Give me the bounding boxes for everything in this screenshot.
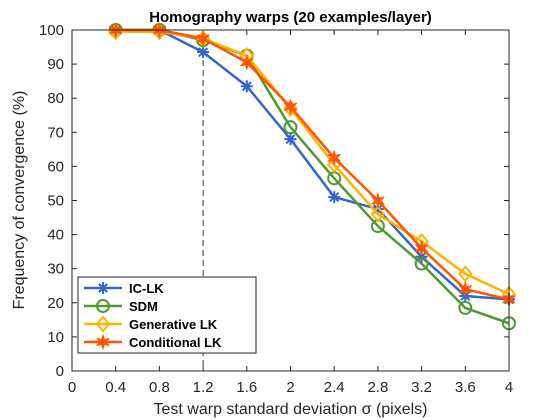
y-tick-label: 20 [47, 295, 64, 312]
data-point-circle [96, 299, 110, 313]
data-point-star [458, 281, 472, 297]
data-point-star [327, 150, 341, 166]
data-point-diamond [457, 265, 473, 283]
series-layer [108, 22, 517, 331]
legend-label: IC-LK [129, 281, 164, 296]
series-conditional-lk [109, 22, 516, 307]
data-point-asterisk [371, 203, 384, 216]
series-line [115, 28, 510, 301]
data-point-star [240, 54, 254, 70]
y-axis-label: Frequency of convergence (%) [11, 91, 28, 310]
x-tick-label: 1.6 [236, 379, 257, 396]
y-tick-label: 70 [47, 124, 64, 141]
series-line [115, 28, 510, 301]
x-tick-label: 1.2 [193, 379, 214, 396]
y-tick-label: 30 [47, 261, 64, 278]
data-point-star [96, 334, 110, 350]
x-tick-label: 0.8 [149, 379, 170, 396]
data-point-asterisk [328, 191, 341, 204]
x-tick-label: 2.8 [367, 379, 388, 396]
legend-entry: IC-LK [84, 281, 164, 296]
x-tick-label: 0 [68, 379, 76, 396]
x-tick-label: 3.6 [455, 379, 476, 396]
legend-entry: Generative LK [84, 315, 218, 333]
data-point-star [196, 31, 210, 47]
legend-label: Generative LK [129, 317, 218, 332]
data-point-star [283, 99, 298, 115]
legend-label: Conditional LK [129, 335, 222, 350]
y-tick-label: 0 [56, 363, 64, 380]
data-point-diamond [95, 315, 111, 333]
y-tick-label: 60 [47, 158, 64, 175]
y-tick-label: 50 [47, 193, 64, 210]
data-point-star [415, 240, 429, 256]
legend-label: SDM [129, 299, 158, 314]
chart-title: Homography warps (20 examples/layer) [149, 9, 432, 26]
x-tick-label: 4 [505, 379, 513, 396]
y-tick-label: 80 [47, 90, 64, 107]
x-tick-label: 2.4 [324, 379, 345, 396]
data-point-circle [414, 256, 429, 271]
plot-frame [71, 29, 510, 372]
x-tick-label: 3.2 [411, 379, 432, 396]
data-point-asterisk [240, 80, 253, 93]
y-tick-label: 90 [47, 56, 64, 73]
data-point-circle [458, 300, 473, 315]
data-point-diamond [370, 205, 386, 223]
data-point-asterisk [284, 133, 297, 146]
legend: IC-LK SDM Generative LK Conditional LK [77, 276, 257, 354]
x-axis-label: Test warp standard deviation σ (pixels) [154, 401, 428, 418]
x-tick-label: 0.4 [105, 379, 126, 396]
data-point-diamond [283, 99, 298, 117]
y-tick-label: 40 [47, 227, 64, 244]
data-point-asterisk [97, 282, 109, 294]
data-point-asterisk [197, 46, 210, 59]
legend-entry: SDM [84, 299, 158, 314]
data-point-star [371, 193, 385, 208]
data-point-circle [283, 120, 298, 135]
ticks: 0 0.4 0.8 1.2 1.6 2 2.4 2.8 3.2 3.6 40102030405060… [39, 22, 513, 396]
y-tick-label: 100 [39, 22, 64, 39]
y-tick-label: 10 [47, 329, 64, 346]
x-tick-label: 2 [286, 379, 294, 396]
legend-entry: Conditional LK [84, 334, 222, 350]
